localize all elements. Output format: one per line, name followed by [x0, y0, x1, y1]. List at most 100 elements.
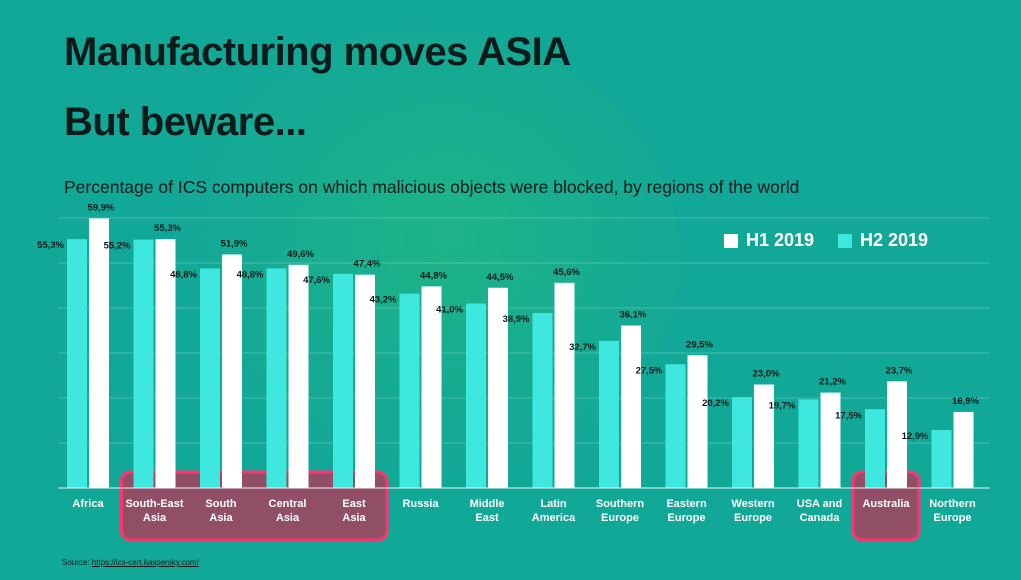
category-label: Central Asia — [269, 498, 307, 524]
data-label-h2: 45,6% — [553, 267, 580, 278]
category-label-line: Canada — [800, 512, 841, 524]
source-label: Source: — [62, 558, 90, 567]
bar-h1 — [133, 239, 154, 488]
data-label-h1: 17,5% — [835, 410, 862, 421]
data-label-h2: 23,7% — [886, 365, 913, 376]
data-label-h2: 29,5% — [686, 339, 713, 350]
bar-h2 — [488, 287, 508, 488]
category-label-line: South — [205, 498, 236, 510]
category-label-line: Russia — [402, 498, 439, 510]
slide-subtitle: But beware... — [64, 100, 307, 144]
data-label-h1: 19,7% — [769, 400, 796, 411]
bar-h2 — [355, 274, 375, 488]
bar-h1 — [333, 273, 353, 488]
bar-h1 — [466, 303, 486, 488]
data-label-h1: 12,9% — [902, 431, 929, 442]
category-label: Africa — [72, 498, 104, 510]
source-link[interactable]: https://ics-cert.kaspersky.com/ — [91, 558, 199, 567]
highlight-box — [120, 470, 389, 542]
data-label-h1: 55,2% — [104, 241, 131, 252]
bar-h1 — [931, 429, 952, 488]
data-label-h1: 20,2% — [702, 398, 729, 409]
data-label-h2: 23,0% — [753, 369, 780, 380]
category-label-line: Latin — [540, 498, 567, 510]
category-label-line: Southern — [596, 498, 645, 510]
data-label-h2: 16,9% — [952, 396, 979, 407]
category-label: Russia — [402, 498, 439, 510]
category-label: Western Europe — [731, 498, 774, 524]
legend-label-h1: H1 2019 — [746, 230, 815, 250]
category-label: Latin America — [532, 498, 576, 524]
category-label-line: USA and — [797, 498, 842, 510]
category-label-line: Middle — [470, 498, 505, 510]
data-label-h2: 47,4% — [354, 259, 381, 270]
bar-h2 — [687, 355, 708, 488]
bar-h2 — [155, 239, 176, 488]
legend-swatch-h1 — [724, 233, 738, 248]
category-label: East Asia — [342, 498, 366, 524]
data-label-h1: 41,0% — [436, 305, 463, 316]
data-label-h1: 38,9% — [503, 314, 530, 325]
data-label-h2: 49,6% — [287, 249, 314, 260]
slide-title: Manufacturing moves ASIA — [64, 30, 571, 74]
data-label-h2: 51,9% — [221, 238, 248, 249]
data-label-h1: 55,3% — [37, 240, 64, 251]
category-label-line: Europe — [734, 512, 772, 524]
bar-h2 — [621, 325, 641, 488]
category-label-line: Asia — [143, 512, 167, 524]
legend-item-h1: H1 2019 — [724, 230, 814, 251]
data-label-h2: 44,8% — [420, 270, 447, 281]
category-label-line: Europe — [668, 512, 706, 524]
category-label-line: Asia — [342, 512, 366, 524]
highlight-box — [851, 470, 921, 542]
category-label-line: Eastern — [666, 498, 707, 510]
bar-h1 — [399, 293, 420, 488]
data-label-h2: 59,9% — [88, 202, 115, 213]
data-label-h2: 55,3% — [154, 223, 181, 234]
data-label-h2: 21,2% — [819, 377, 846, 388]
bar-h2 — [754, 384, 774, 488]
category-label: Middle East — [470, 498, 505, 524]
category-label: Australia — [862, 498, 910, 510]
bar-h1 — [200, 268, 220, 488]
bar-h1 — [732, 397, 752, 488]
category-label-line: Africa — [72, 498, 104, 510]
category-label-line: Europe — [601, 512, 639, 524]
data-label-h1: 48,8% — [237, 269, 264, 280]
bar-h2 — [554, 282, 575, 488]
category-label: Northern Europe — [929, 498, 976, 524]
background-glow — [160, 30, 680, 490]
bar-h2 — [953, 411, 974, 488]
category-label-line: East — [475, 512, 499, 524]
category-label-line: Australia — [862, 498, 910, 510]
category-label: South-East Asia — [125, 498, 183, 524]
category-label-line: Western — [731, 498, 774, 510]
category-label: USA and Canada — [797, 498, 842, 524]
bar-h1 — [532, 312, 553, 488]
bar-h2 — [820, 392, 841, 488]
legend-label-h2: H2 2019 — [860, 230, 929, 250]
data-label-h1: 48,8% — [170, 269, 197, 280]
bar-h2 — [288, 264, 309, 488]
bar-h2 — [887, 381, 907, 488]
category-label-line: America — [532, 512, 576, 524]
legend-swatch-h2 — [838, 233, 852, 248]
chart-title: Percentage of ICS computers on which mal… — [64, 177, 800, 197]
category-label-line: Asia — [276, 512, 300, 524]
bar-h2 — [222, 254, 242, 488]
legend-item-h2: H2 2019 — [838, 230, 928, 251]
category-label: South Asia — [205, 498, 236, 524]
category-label-line: Europe — [934, 512, 972, 524]
data-label-h1: 43,2% — [370, 295, 397, 306]
bar-h1 — [599, 340, 619, 488]
data-label-h1: 47,6% — [303, 275, 330, 286]
category-label-line: Asia — [209, 512, 233, 524]
bar-h1 — [266, 268, 287, 488]
bar-h2 — [421, 286, 442, 488]
bar-h1 — [665, 364, 686, 488]
data-label-h2: 36,1% — [620, 310, 647, 321]
bar-h1 — [798, 399, 819, 488]
bar-h1 — [67, 239, 87, 488]
bar-h1 — [865, 409, 885, 488]
